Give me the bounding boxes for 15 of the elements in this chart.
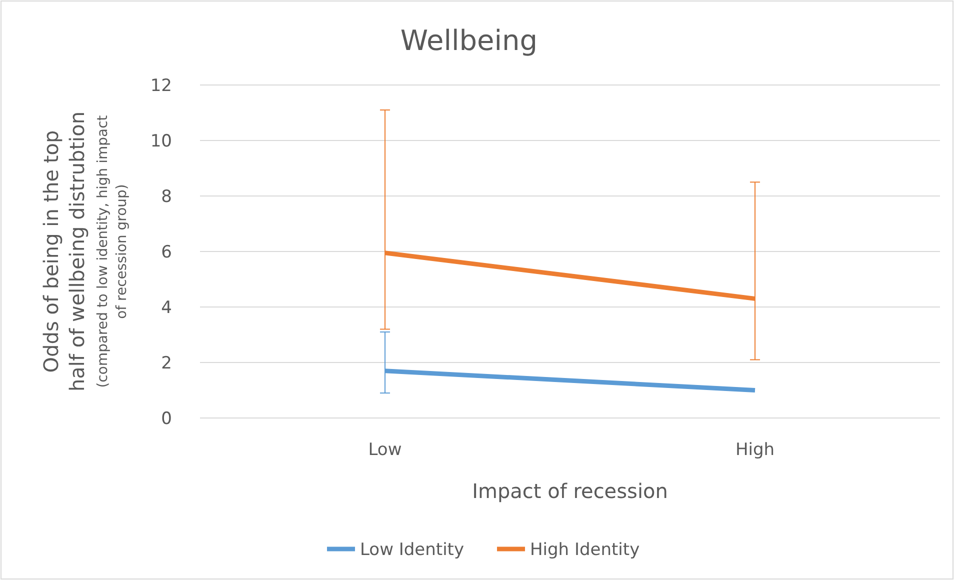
x-tick-label: Low <box>368 440 402 460</box>
x-tick-label: High <box>735 440 775 460</box>
legend-label: High Identity <box>530 540 640 560</box>
legend-label: Low Identity <box>360 540 464 560</box>
y-axis-title: Odds of being in the top half of wellbeing distrubtion <box>39 112 89 392</box>
y-tick-label: 4 <box>161 298 172 318</box>
y-tick-label: 8 <box>161 186 172 207</box>
y-tick-label: 0 <box>161 408 172 429</box>
text: (compared to low identity, high impact of recession group) <box>95 114 130 388</box>
y-tick-label: 6 <box>161 242 172 262</box>
y-tick-label: 12 <box>150 76 172 96</box>
chart-title: Wellbeing <box>400 24 538 57</box>
x-axis-title: Impact of recession <box>472 479 668 503</box>
y-tick-label: 10 <box>150 131 172 152</box>
y-tick-label: 2 <box>161 353 172 374</box>
